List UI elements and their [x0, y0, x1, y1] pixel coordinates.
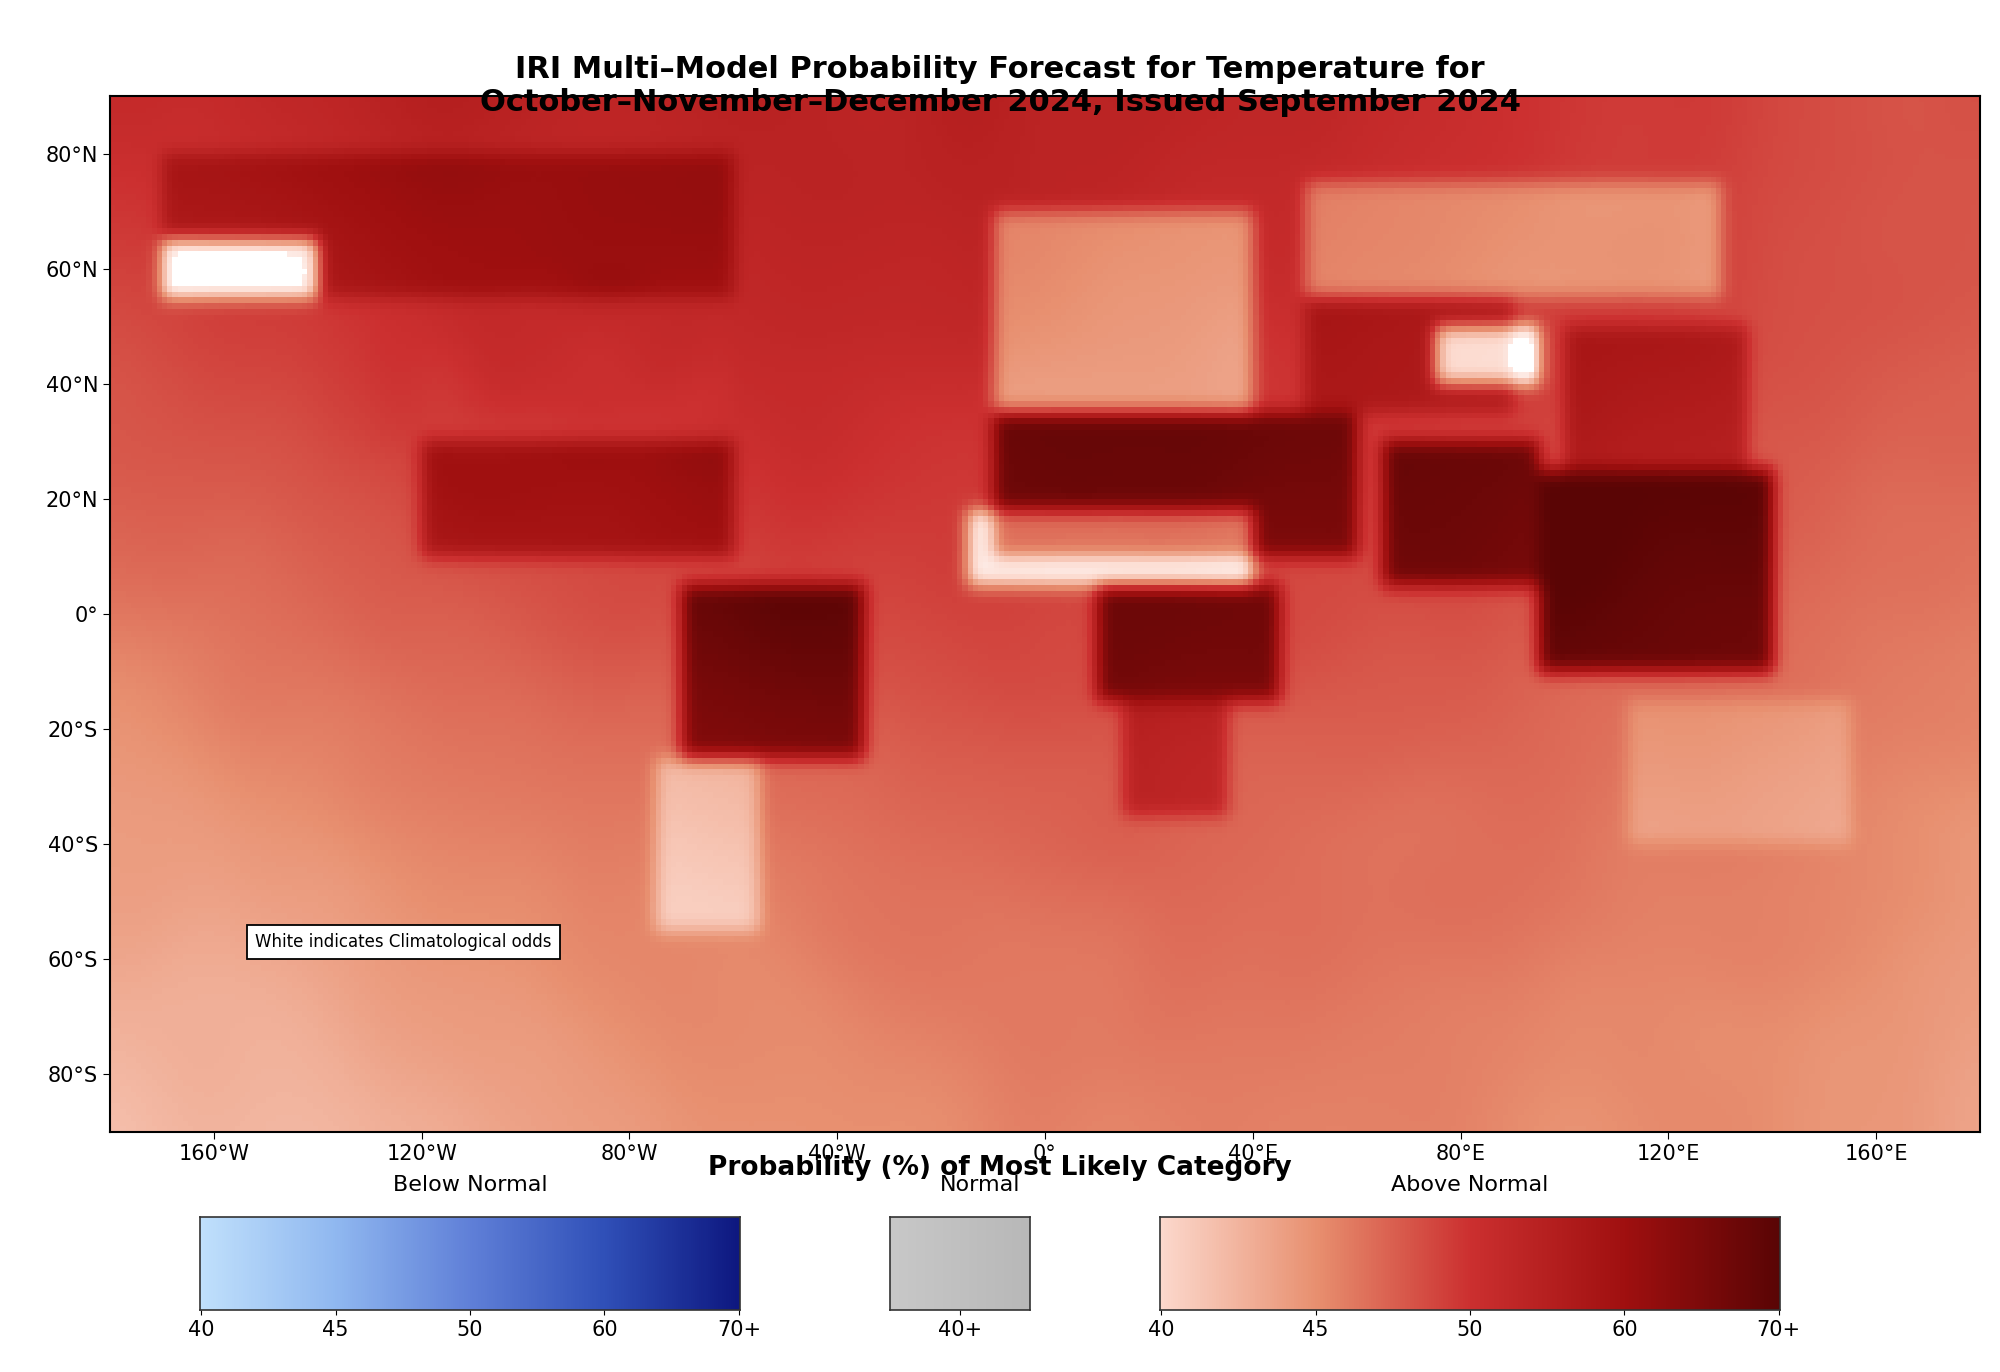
Text: Below Normal: Below Normal — [392, 1176, 548, 1195]
Text: Normal: Normal — [940, 1176, 1020, 1195]
Text: White indicates Climatological odds: White indicates Climatological odds — [256, 933, 552, 951]
Text: Above Normal: Above Normal — [1392, 1176, 1548, 1195]
Text: Probability (%) of Most Likely Category: Probability (%) of Most Likely Category — [708, 1155, 1292, 1181]
Text: IRI Multi–Model Probability Forecast for Temperature for
October–November–Decemb: IRI Multi–Model Probability Forecast for… — [480, 55, 1520, 118]
